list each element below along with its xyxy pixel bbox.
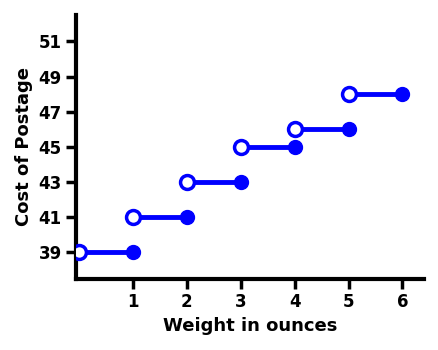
Y-axis label: Cost of Postage: Cost of Postage bbox=[15, 68, 33, 226]
X-axis label: Weight in ounces: Weight in ounces bbox=[162, 317, 337, 335]
